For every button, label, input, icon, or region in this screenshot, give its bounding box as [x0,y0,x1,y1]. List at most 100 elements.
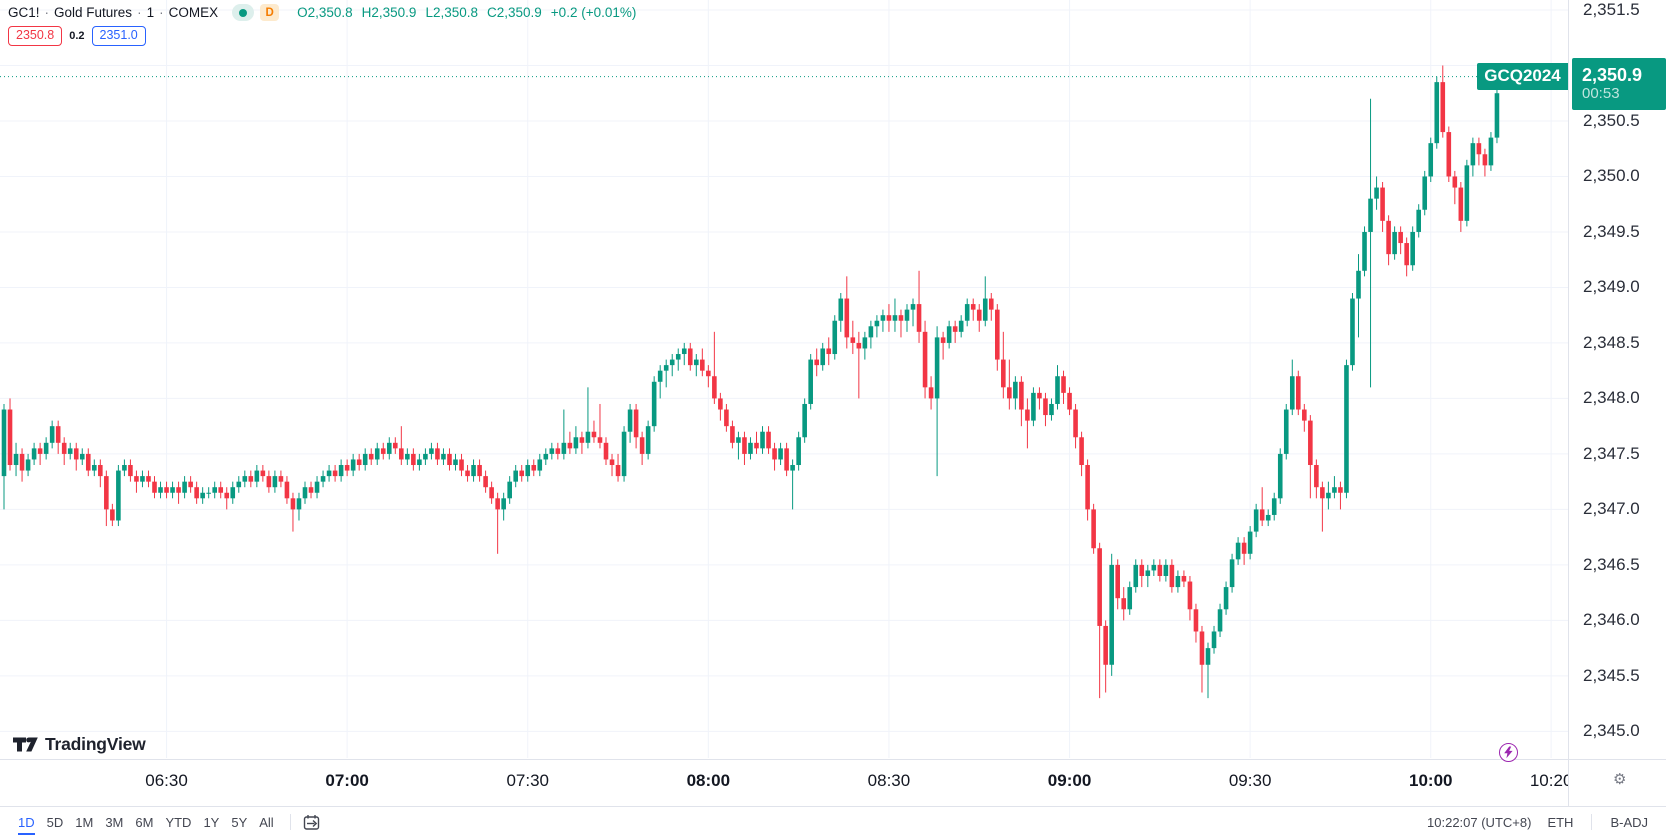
candle-body [1283,409,1289,454]
range-button-all[interactable]: All [253,811,279,834]
candle-body [995,309,1000,360]
contract-label: GCQ2024 [1477,62,1568,90]
candle-body [1446,132,1452,177]
range-button-5d[interactable]: 5D [41,811,70,834]
range-button-6m[interactable]: 6M [129,811,159,834]
symbol-interval: 1 [146,5,155,20]
candle-body [1211,631,1217,649]
candle-body [242,476,248,482]
candle-body [934,337,940,399]
candle-body [278,476,284,482]
candle-body [1368,198,1373,232]
adjustment-button[interactable]: B-ADJ [1604,811,1654,834]
candle-body [447,453,452,466]
candle-body [495,498,500,510]
candle-body [393,442,398,449]
candle-body [543,453,549,460]
candle-body [1289,376,1295,410]
candle-body [272,476,278,488]
candle-body [1139,564,1145,576]
candle-body [320,476,326,482]
toolbar-status: 10:22:07 (UTC+8) ETH B-ADJ [1421,811,1654,834]
candle-body [92,465,97,471]
candle-body [669,359,675,366]
candle-body [681,348,687,355]
candle-body [254,470,260,482]
candle-body [1199,631,1205,665]
candlestick-plot[interactable] [0,0,1568,758]
candle-body [976,309,982,321]
market-status-pill[interactable] [232,4,255,21]
candle-body [1025,409,1030,421]
candle-body [952,326,958,332]
candle-body [49,426,55,443]
candle-body [260,470,266,477]
candle-body [790,465,795,471]
candle-body [1332,487,1337,493]
candle-body [657,370,663,382]
candle-body [1055,376,1060,404]
bottom-toolbar: 1D 5D 1M 3M 6M YTD 1Y 5Y All 10:22:07 (UTC+8) ET… [0,806,1666,837]
candle-body [597,437,603,443]
candle-body [928,387,934,399]
delayed-data-badge[interactable]: D [260,4,280,21]
candle-body [1007,387,1012,399]
candle-body [1338,487,1343,493]
symbol-exchange: COMEX [168,5,219,20]
range-button-1d[interactable]: 1D [12,811,41,835]
candle-body [1296,376,1301,410]
candle-body [573,437,579,449]
candle-body [1247,531,1253,554]
candle-body [477,465,482,477]
candle-body [627,409,633,432]
candle-body [465,470,470,477]
candle-body [964,304,970,321]
candle-body [1067,392,1072,410]
bar-countdown: 00:53 [1582,84,1620,102]
candle-body [844,298,850,338]
time-scale[interactable]: 06:30 07:00 07:30 08:00 08:30 09:00 09:30 10:00… [0,759,1568,806]
candle-body [158,487,163,493]
price-scale[interactable]: 2,345.0 2,345.5 2,346.0 2,346.5 2,347.0 2,347… [1568,0,1666,806]
candle-body [1091,509,1096,549]
candle-body [218,487,224,493]
candle-body [356,459,362,466]
candle-body [892,315,898,321]
range-button-5y[interactable]: 5Y [225,811,253,834]
candle-body [808,359,813,404]
tradingview-logo[interactable]: TradingView [13,734,146,755]
candle-body [730,426,735,443]
buy-button[interactable]: 2351.0 [91,26,146,46]
candle-body [718,398,723,410]
candle-body [489,487,494,499]
clock-button[interactable]: 10:22:07 (UTC+8) [1421,811,1537,834]
candle-body [1103,625,1108,665]
candle-body [814,359,819,366]
candle-body [1392,231,1397,255]
candle-body [1422,176,1428,210]
candle-body [423,453,428,460]
range-button-1m[interactable]: 1M [69,811,99,834]
symbol-title[interactable]: GC1! · Gold Futures · 1 · COMEX [8,5,219,20]
candle-body [380,448,386,454]
candle-body [621,431,627,477]
candle-body [796,437,801,466]
candle-body [194,487,199,499]
candle-body [958,320,964,332]
candle-body [1470,143,1476,166]
candle-body [651,381,657,427]
go-to-date-button[interactable] [301,812,322,833]
range-button-1y[interactable]: 1Y [197,811,225,834]
range-button-3m[interactable]: 3M [99,811,129,834]
candle-body [116,470,121,521]
range-button-ytd[interactable]: YTD [159,811,197,834]
candle-body [567,442,573,449]
gear-icon[interactable]: ⚙ [1613,770,1627,788]
sell-button[interactable]: 2350.8 [8,26,63,46]
session-eth-button[interactable]: ETH [1541,811,1579,834]
jump-to-realtime-button[interactable] [1499,743,1518,762]
candle-body [832,320,838,355]
candle-body [603,442,609,460]
ohlc-high: H2,350.9 [361,5,417,20]
candle-body [224,492,230,499]
